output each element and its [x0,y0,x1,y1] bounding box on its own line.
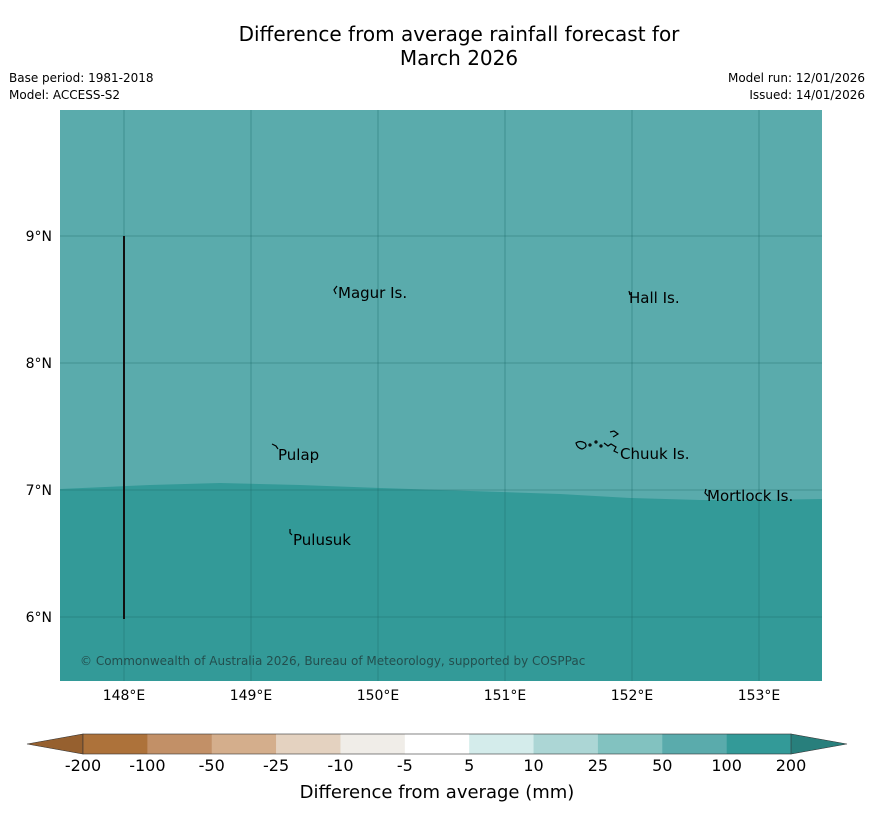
lat-tick-label: 7°N [26,483,52,499]
longitude-tick-labels: 148°E 149°E 150°E 151°E 152°E 153°E [103,688,781,704]
colorbar-tick-labels: -200 -100 -50 -25 -10 -5 5 10 25 50 100 200 [65,756,806,775]
much-wetter-region [60,483,822,681]
colorbar-tick-label: -50 [199,756,225,775]
colorbar-bin [597,734,663,754]
colorbar-tick-label: -25 [263,756,289,775]
colorbar-bin [469,734,534,754]
colorbar-bin [533,734,599,754]
place-label-chuuk: Chuuk Is. [620,445,689,463]
colorbar-bin [726,734,792,754]
colorbar-extend-low [26,733,84,755]
latitude-tick-labels: 9°N 8°N 7°N 6°N [26,229,52,626]
colorbar-bin [276,734,341,754]
colorbar-tick-label: -200 [65,756,101,775]
colorbar-tick-label: 10 [523,756,543,775]
colorbar-tick-label: 25 [588,756,608,775]
map-title-line2: March 2026 [399,46,519,70]
place-labels: Magur Is. Hall Is. Pulap Chuuk Is. Mortl… [278,284,793,549]
colorbar-tick-label: -5 [397,756,413,775]
magur-island-outline [333,285,338,295]
colorbar-tick-label: -100 [129,756,165,775]
map-panel[interactable]: Magur Is. Hall Is. Pulap Chuuk Is. Mortl… [60,110,822,681]
model-text: Model: ACCESS-S2 [9,88,121,102]
colorbar-bin [211,734,277,754]
place-label-pulap: Pulap [278,446,319,464]
metadata-right: Model run: 12/01/2026 Issued: 14/01/2026 [728,70,865,104]
chuuk-islet-3 [599,444,603,448]
place-label-magur: Magur Is. [338,284,407,302]
issued-text: Issued: 14/01/2026 [749,88,865,102]
chuuk-lagoon-outline [575,440,587,450]
colorbar-bins [83,734,792,754]
chuuk-islet-2 [594,440,598,444]
colorbar-legend: -200 -100 -50 -25 -10 -5 5 10 25 50 100 200 Differe… [26,733,848,803]
colorbar-bin [662,734,727,754]
lon-tick-label: 153°E [738,688,781,704]
chuuk-reef-east [603,442,619,454]
lon-tick-label: 150°E [357,688,400,704]
pulap-island-outline [271,443,279,450]
lat-tick-label: 9°N [26,229,52,245]
copyright-text: © Commonwealth of Australia 2026, Bureau… [80,654,585,668]
lon-tick-label: 149°E [230,688,273,704]
lat-tick-label: 6°N [26,610,52,626]
chuuk-islet-1 [588,443,592,447]
map-title: Difference from average rainfall forecas… [0,22,873,70]
place-label-mortlock: Mortlock Is. [707,487,793,505]
lat-tick-label: 8°N [26,356,52,372]
hall-island-outline [628,290,631,296]
colorbar-tick-label: 5 [464,756,474,775]
model-run-text: Model run: 12/01/2026 [727,71,865,85]
colorbar-tick-label: 100 [711,756,742,775]
colorbar-frame [82,733,792,755]
colorbar-bin [340,734,406,754]
colorbar-extend-high [790,733,848,755]
colorbar-tick-label: 50 [652,756,672,775]
pulusuk-island-outline [289,529,293,536]
base-period-text: Base period: 1981-2018 [9,71,154,85]
colorbar-bin [147,734,213,754]
map-title-line1: Difference from average rainfall forecas… [238,22,680,46]
colorbar-bin [83,734,148,754]
lon-tick-label: 151°E [484,688,527,704]
chuuk-reef-north [609,430,620,438]
colorbar-tick-label: -10 [327,756,353,775]
place-label-pulusuk: Pulusuk [293,531,351,549]
colorbar-bin [404,734,470,754]
colorbar-tick-label: 200 [776,756,807,775]
place-label-hall: Hall Is. [629,289,680,307]
lon-tick-label: 152°E [611,688,654,704]
mortlock-island-outline [704,488,709,497]
colorbar-title: Difference from average (mm) [300,782,575,803]
metadata-left: Base period: 1981-2018 Model: ACCESS-S2 [9,70,154,104]
island-outlines [271,285,709,536]
lon-tick-label: 148°E [103,688,146,704]
